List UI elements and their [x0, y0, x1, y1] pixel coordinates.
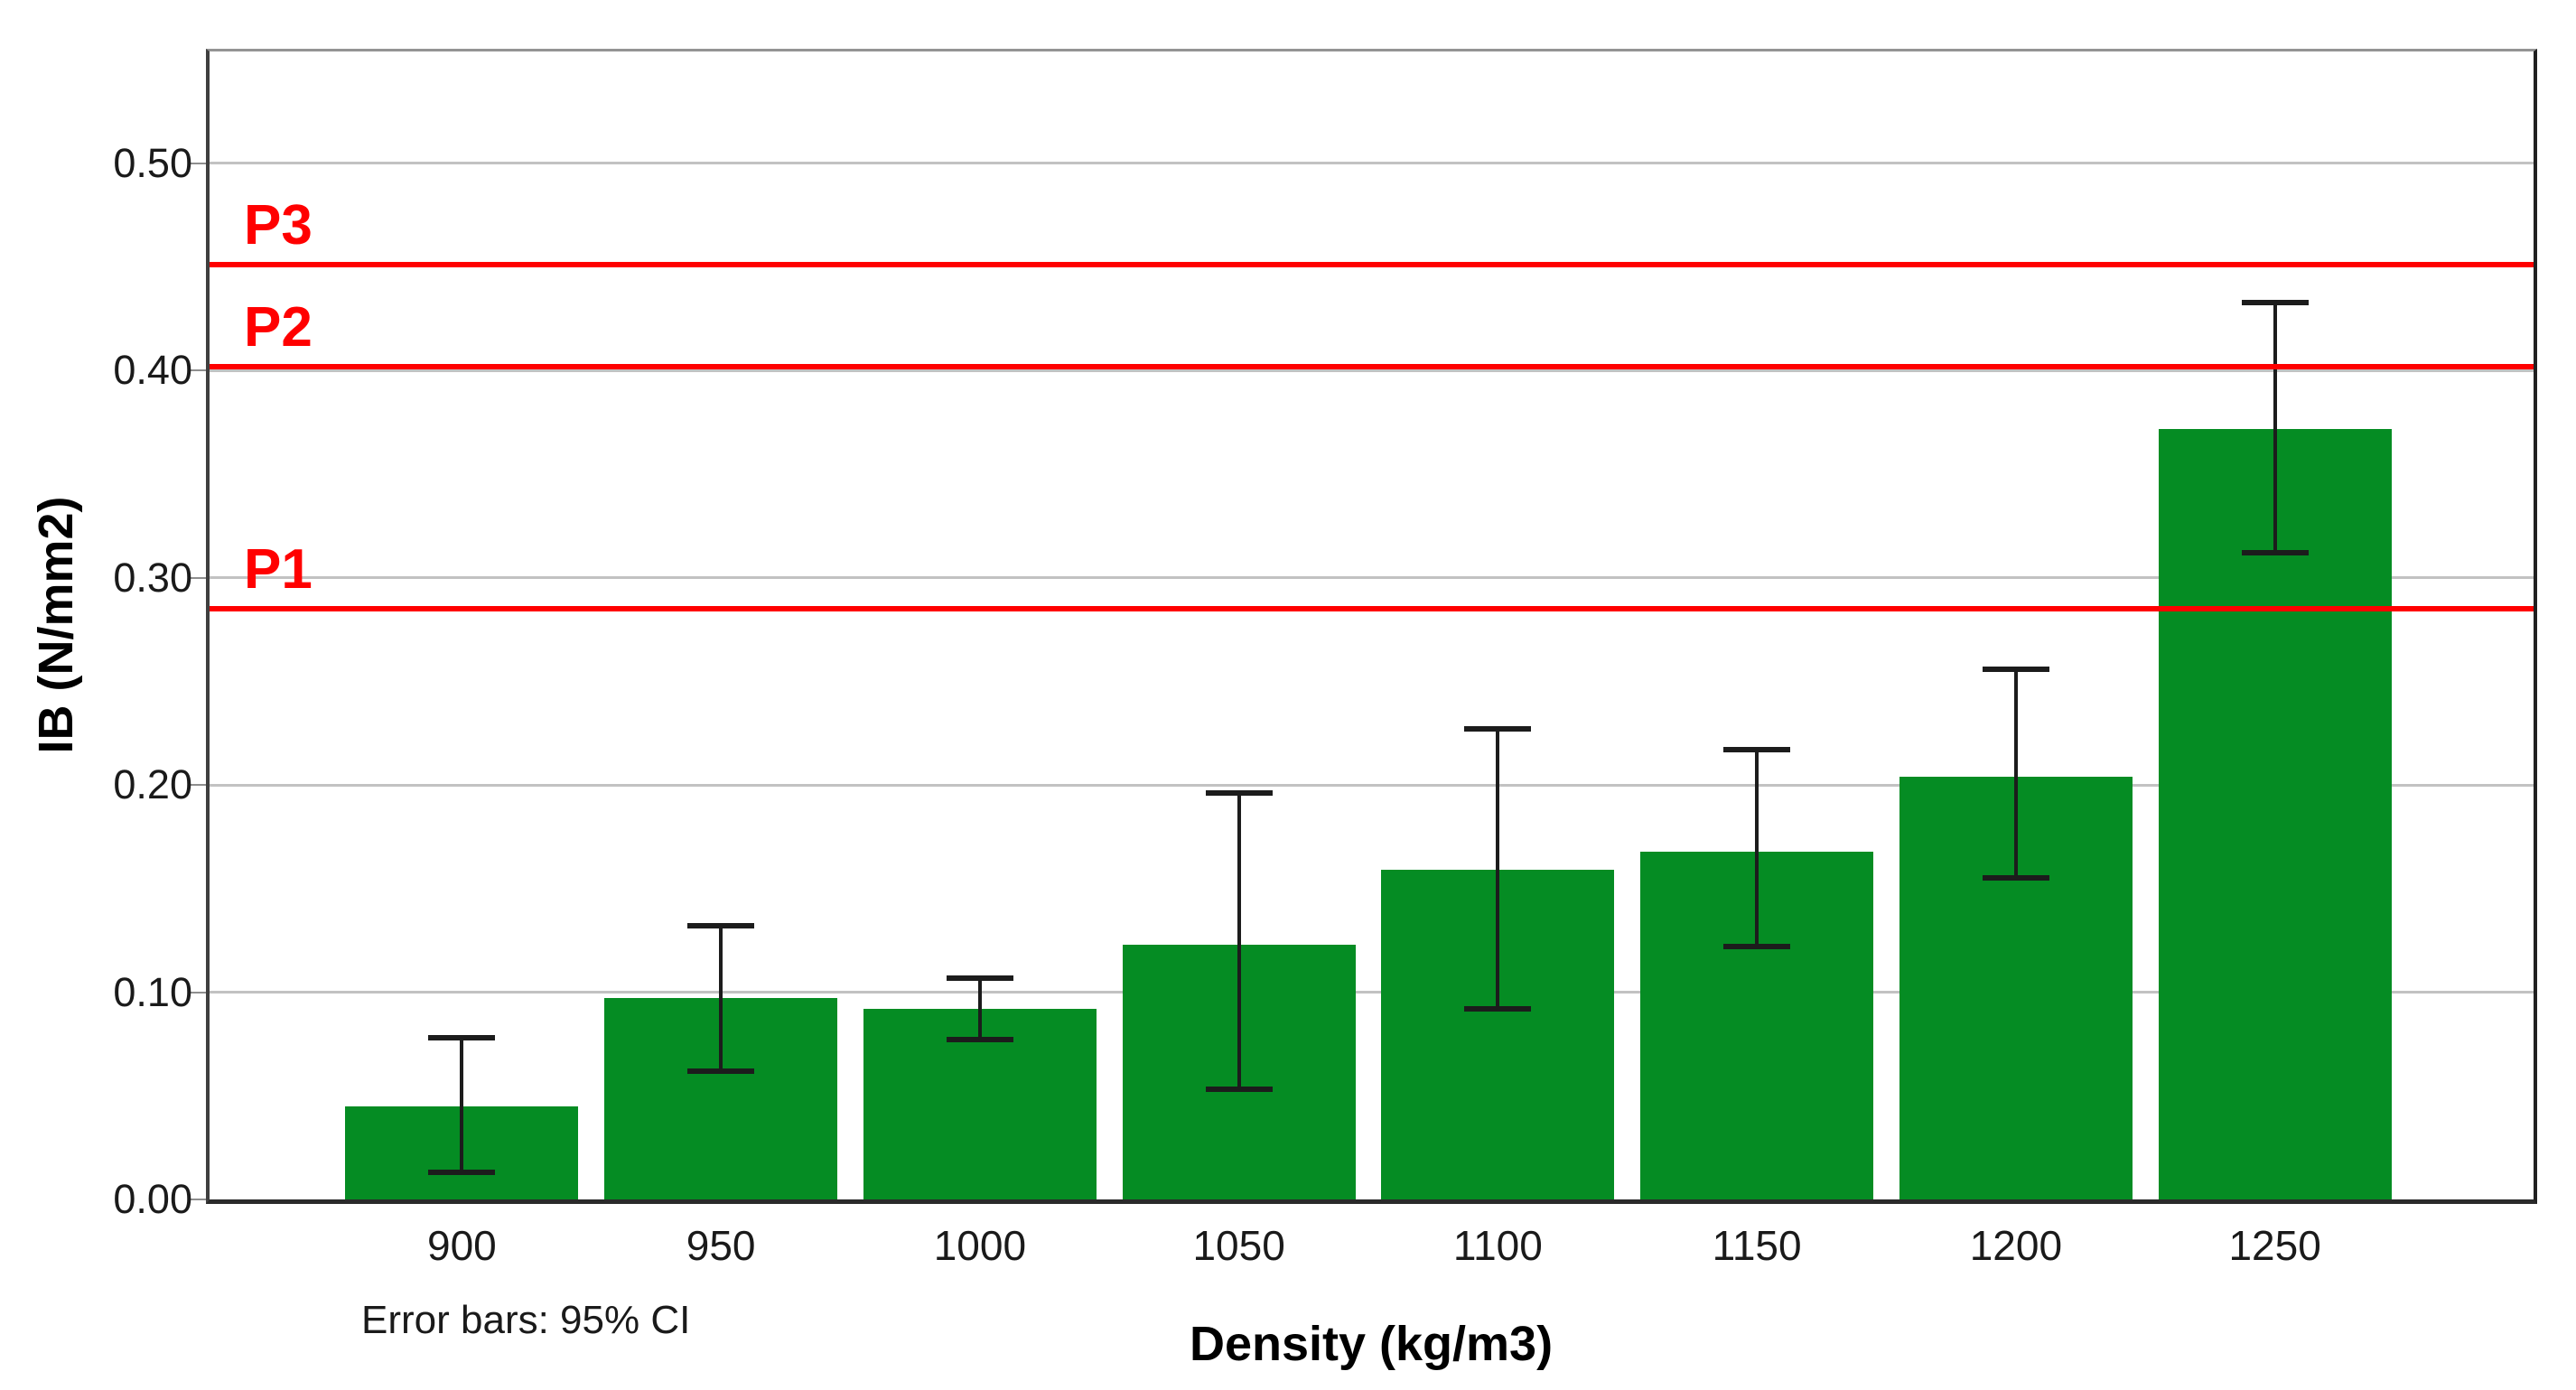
y-tick-label: 0.20 — [113, 761, 192, 808]
error-bar-cap-top-1050 — [1205, 790, 1273, 797]
reference-label-p2: P2 — [244, 295, 313, 359]
x-tick-label: 1050 — [1192, 1222, 1285, 1269]
error-bar-1050 — [1237, 793, 1241, 1090]
x-tick-label: 900 — [427, 1222, 497, 1269]
y-tick-label: 0.30 — [113, 554, 192, 601]
error-bar-cap-top-1150 — [1723, 747, 1791, 753]
error-bar-1200 — [2013, 668, 2018, 879]
gridline-0.40 — [210, 368, 2534, 372]
x-tick-label: 1200 — [1969, 1222, 2063, 1269]
error-bar-cap-bottom-1250 — [2241, 550, 2309, 556]
reference-label-p1: P1 — [244, 538, 313, 602]
error-bar-cap-bottom-1000 — [946, 1037, 1013, 1043]
error-bar-cap-top-1000 — [946, 975, 1013, 981]
bar-1250 — [2158, 428, 2392, 1199]
y-tick-mark-0.40 — [190, 369, 206, 372]
gridline-0.20 — [210, 783, 2534, 787]
error-bar-cap-top-1200 — [1982, 666, 2049, 672]
error-bar-cap-top-900 — [428, 1035, 496, 1041]
gridline-0.50 — [210, 162, 2534, 165]
error-bar-cap-top-1250 — [2241, 299, 2309, 305]
x-axis-title: Density (kg/m3) — [1189, 1317, 1554, 1371]
error-bar-950 — [719, 926, 723, 1071]
error-bar-cap-bottom-1100 — [1464, 1005, 1532, 1012]
error-bar-1000 — [977, 977, 982, 1040]
y-tick-mark-0.20 — [190, 784, 206, 787]
reference-line-p2 — [210, 363, 2534, 369]
error-bar-cap-bottom-950 — [687, 1068, 755, 1074]
x-tick-label: 1100 — [1452, 1222, 1543, 1269]
plot-area: P1 P2 P3 — [206, 49, 2537, 1204]
error-bar-900 — [460, 1038, 464, 1173]
y-tick-mark-0.10 — [190, 991, 206, 994]
x-tick-label: 1250 — [2228, 1222, 2321, 1269]
y-tick-mark-0.50 — [190, 162, 206, 164]
error-bar-1100 — [1496, 729, 1500, 1009]
gridline-0.10 — [210, 991, 2534, 994]
y-tick-label: 0.40 — [113, 347, 192, 394]
error-bar-1250 — [2273, 302, 2277, 554]
error-bar-cap-top-1100 — [1464, 726, 1532, 732]
y-tick-label: 0.00 — [113, 1176, 192, 1222]
reference-label-p3: P3 — [244, 194, 313, 257]
x-tick-label: 950 — [686, 1222, 756, 1269]
error-bar-cap-bottom-1050 — [1205, 1087, 1273, 1093]
y-tick-mark-0.30 — [190, 576, 206, 579]
y-axis-title: IB (N/mm2) — [29, 496, 83, 754]
x-tick-label: 1000 — [933, 1222, 1027, 1269]
error-bar-1150 — [1755, 750, 1759, 947]
y-tick-mark-0.00 — [190, 1199, 206, 1200]
gridline-0.30 — [210, 576, 2534, 580]
error-bar-cap-bottom-1200 — [1982, 875, 2049, 882]
error-bar-cap-bottom-1150 — [1723, 944, 1791, 950]
reference-line-p3 — [210, 262, 2534, 268]
error-bar-cap-top-950 — [687, 923, 755, 929]
y-tick-label: 0.50 — [113, 139, 192, 186]
x-tick-label: 1150 — [1712, 1222, 1802, 1269]
error-bars-caption: Error bars: 95% CI — [361, 1298, 691, 1342]
reference-line-p1 — [210, 606, 2534, 612]
error-bar-cap-bottom-900 — [428, 1170, 496, 1176]
y-tick-label: 0.10 — [113, 968, 192, 1015]
